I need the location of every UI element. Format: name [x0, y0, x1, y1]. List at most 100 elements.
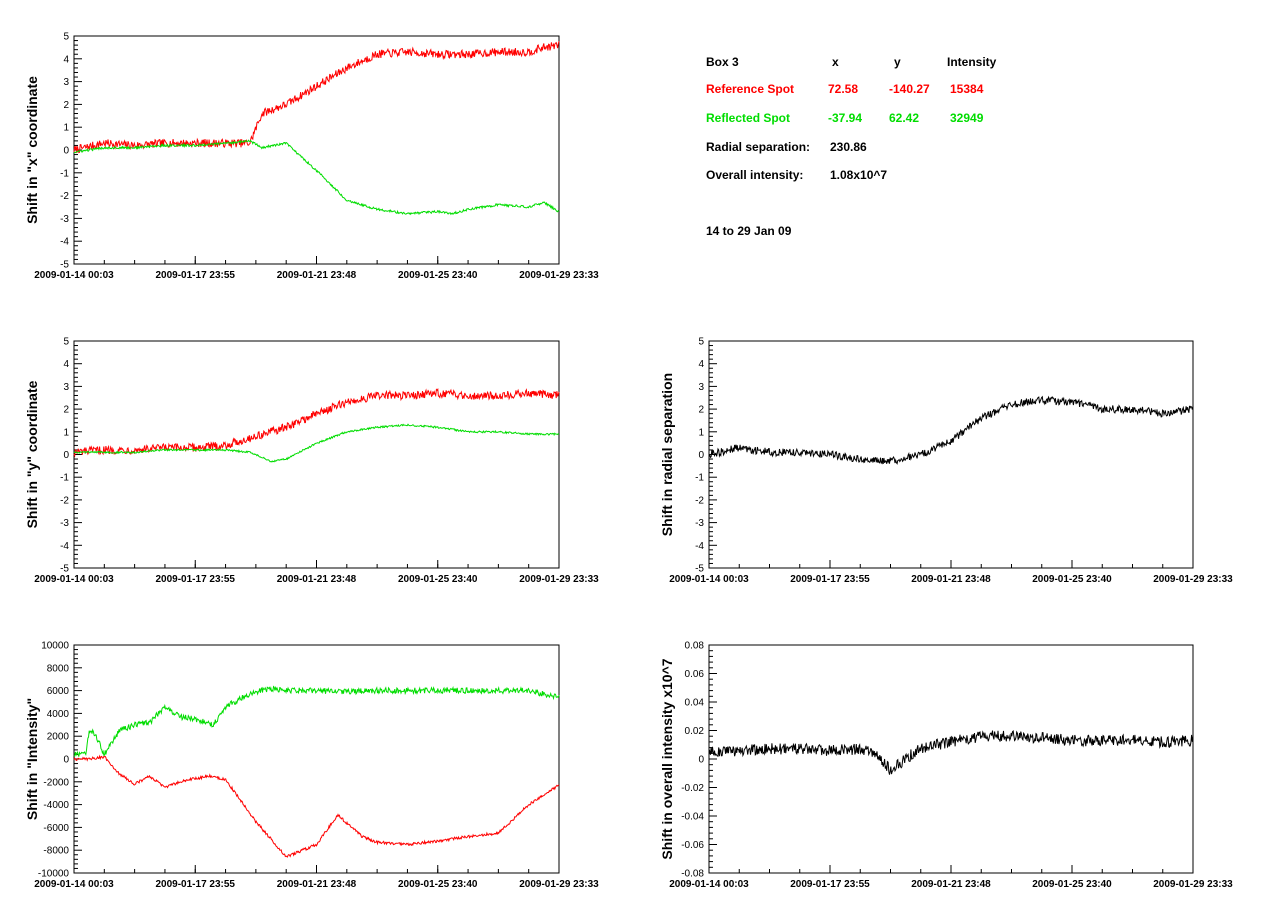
series-line — [73, 139, 560, 216]
y-tick-label: 4 — [63, 54, 69, 65]
y-axis-title: Shift in radial separation — [659, 373, 675, 536]
x-tick-label: 2009-01-17 23:55 — [790, 574, 870, 585]
y-tick-label: -0.06 — [681, 840, 704, 851]
radial-separation-value: 230.86 — [830, 140, 867, 154]
series-line — [73, 387, 560, 458]
series-line — [708, 395, 1194, 465]
date-range: 14 to 29 Jan 09 — [706, 224, 792, 238]
box-label: Box 3 — [706, 55, 739, 69]
x-tick-label: 2009-01-29 23:33 — [519, 270, 599, 281]
shift-radial-chart: -5 -4 -3 -2 -1 0 1 2 3 4 5 2009-01-14 00:03 2009-01-… — [659, 337, 1233, 586]
plot-frame — [73, 340, 560, 569]
column-y-header: y — [894, 55, 901, 69]
x-tick-label: 2009-01-14 00:03 — [669, 574, 749, 585]
x-tick-label: 2009-01-25 23:40 — [398, 879, 478, 890]
y-tick-label: 8000 — [47, 663, 70, 674]
y-tick-label: -3 — [695, 518, 704, 529]
x-tick-label: 2009-01-21 23:48 — [911, 574, 991, 585]
y-tick-label: -2000 — [43, 777, 69, 788]
series-line — [73, 754, 560, 858]
y-tick-label: 0 — [698, 755, 704, 766]
x-tick-label: 2009-01-21 23:48 — [277, 574, 357, 585]
y-tick-label: 5 — [63, 32, 69, 43]
reflected-spot-intensity: 32949 — [950, 111, 984, 125]
y-tick-label: 5 — [698, 337, 704, 348]
x-tick-label: 2009-01-17 23:55 — [155, 270, 235, 281]
series-line — [708, 730, 1194, 775]
y-tick-label: -0.04 — [681, 812, 704, 823]
plot-frame — [73, 35, 560, 265]
reflected-spot-y: 62.42 — [889, 111, 920, 125]
y-tick-label: -1 — [695, 473, 704, 484]
y-tick-label: 0 — [698, 450, 704, 461]
y-tick-label: -4 — [60, 541, 69, 552]
y-tick-label: -5 — [60, 564, 69, 575]
reflected-spot-label: Reflected Spot — [706, 111, 791, 125]
y-tick-label: 0 — [63, 755, 69, 766]
y-tick-label: -0.02 — [681, 783, 704, 794]
y-tick-label: -4 — [60, 237, 69, 248]
y-tick-label: 0.04 — [685, 698, 705, 709]
column-intensity-header: Intensity — [947, 55, 997, 69]
y-tick-label: -3 — [60, 518, 69, 529]
x-tick-label: 2009-01-21 23:48 — [277, 270, 357, 281]
shift-x-chart: -5 -4 -3 -2 -1 0 1 2 3 4 5 2009-01-14 00:03 2009-01-… — [24, 32, 599, 282]
x-tick-label: 2009-01-17 23:55 — [155, 574, 235, 585]
x-tick-label: 2009-01-29 23:33 — [519, 879, 599, 890]
y-tick-label: 6000 — [47, 686, 70, 697]
x-tick-label: 2009-01-14 00:03 — [34, 879, 114, 890]
y-tick-label: 4 — [63, 359, 69, 370]
series-line — [73, 41, 560, 154]
y-tick-label: 2 — [63, 100, 69, 111]
y-tick-label: 1 — [698, 427, 704, 438]
y-tick-label: 0.02 — [685, 726, 705, 737]
x-tick-label: 2009-01-17 23:55 — [790, 879, 870, 890]
y-tick-label: -2 — [695, 495, 704, 506]
y-tick-label: 1 — [63, 427, 69, 438]
y-axis-title: Shift in "y" coordinate — [24, 380, 40, 528]
y-tick-label: -0.08 — [681, 869, 704, 880]
x-tick-label: 2009-01-29 23:33 — [519, 574, 599, 585]
y-tick-label: -5 — [60, 260, 69, 271]
x-tick-label: 2009-01-21 23:48 — [277, 879, 357, 890]
y-tick-label: 4000 — [47, 709, 70, 720]
y-axis-title: Shift in overall intensity x10^7 — [659, 658, 675, 859]
y-tick-label: -5 — [695, 564, 704, 575]
y-tick-label: 0 — [63, 146, 69, 157]
x-tick-label: 2009-01-29 23:33 — [1153, 574, 1233, 585]
y-tick-label: 2 — [63, 405, 69, 416]
reference-spot-label: Reference Spot — [706, 82, 795, 96]
overall-intensity-value: 1.08x10^7 — [830, 168, 888, 182]
y-tick-label: 2000 — [47, 732, 70, 743]
shift-intensity-chart: -10000 -8000 -6000 -4000 -2000 0 2000 4000 6000 8… — [24, 641, 599, 891]
x-tick-label: 2009-01-14 00:03 — [34, 574, 114, 585]
y-axis-title: Shift in "x" coordinate — [24, 76, 40, 224]
y-tick-label: 4 — [698, 359, 704, 370]
y-tick-label: 0 — [63, 450, 69, 461]
overall-intensity-label: Overall intensity: — [706, 168, 804, 182]
info-panel: Box 3 x y Intensity Reference Spot 72.58… — [706, 52, 1126, 252]
y-tick-label: -4 — [695, 541, 704, 552]
shift-overall-intensity-chart: -0.08 -0.06 -0.04 -0.02 0 0.02 0.04 0.06 0.08 200… — [659, 641, 1233, 891]
x-tick-label: 2009-01-29 23:33 — [1153, 879, 1233, 890]
y-tick-label: 1 — [63, 123, 69, 134]
x-tick-label: 2009-01-14 00:03 — [34, 270, 114, 281]
plot-frame — [73, 644, 560, 874]
x-tick-label: 2009-01-25 23:40 — [1032, 879, 1112, 890]
y-axis-title: Shift in "Intensity" — [24, 698, 40, 820]
series-line — [73, 423, 559, 463]
y-tick-label: -8000 — [43, 846, 69, 857]
plot-frame — [708, 644, 1194, 874]
y-tick-label: -6000 — [43, 823, 69, 834]
y-tick-label: 2 — [698, 405, 704, 416]
y-tick-label: -10000 — [38, 869, 70, 880]
reference-spot-x: 72.58 — [828, 82, 859, 96]
y-tick-label: -3 — [60, 214, 69, 225]
y-tick-label: -2 — [60, 191, 69, 202]
x-tick-label: 2009-01-21 23:48 — [911, 879, 991, 890]
radial-separation-label: Radial separation: — [706, 140, 811, 154]
reference-spot-intensity: 15384 — [950, 82, 984, 96]
x-tick-label: 2009-01-25 23:40 — [398, 270, 478, 281]
shift-y-chart: -5 -4 -3 -2 -1 0 1 2 3 4 5 2009-01-14 00:03 2009-01-… — [24, 337, 599, 586]
reflected-spot-x: -37.94 — [828, 111, 863, 125]
